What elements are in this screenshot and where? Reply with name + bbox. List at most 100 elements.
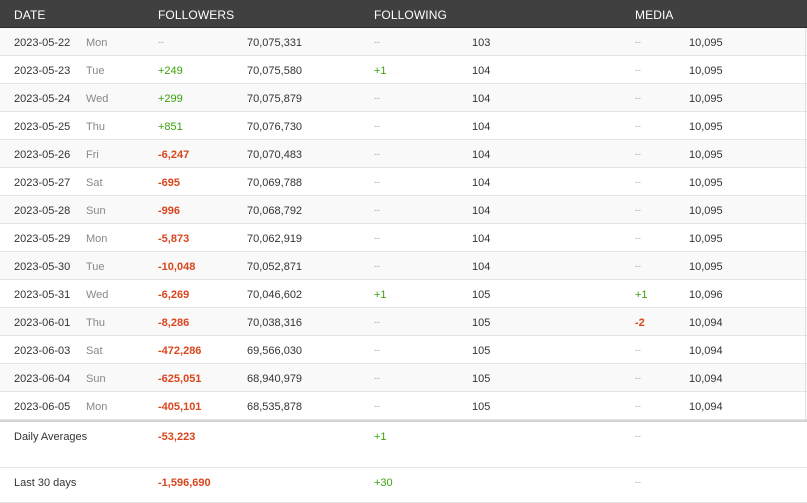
followers-total: 70,075,580 <box>247 65 303 77</box>
row-weekday: Fri <box>86 149 99 161</box>
row-weekday: Sun <box>86 373 106 385</box>
followers-total: 70,069,788 <box>247 177 303 189</box>
summary-label: Daily Averages <box>14 431 88 443</box>
following-total: 105 <box>472 289 491 301</box>
summary-divider <box>0 420 807 422</box>
following-total: 104 <box>472 121 491 133</box>
media-total: 10,095 <box>689 261 723 273</box>
followers-change: +299 <box>158 93 183 105</box>
table-border <box>805 28 806 420</box>
summary-following: +30 <box>374 477 393 489</box>
following-change: -- <box>374 121 380 131</box>
media-change: -- <box>635 149 641 159</box>
followers-change: -472,286 <box>158 345 202 357</box>
row-date: 2023-05-26 <box>14 149 71 161</box>
followers-total: 70,038,316 <box>247 317 303 329</box>
media-total: 10,095 <box>689 65 723 77</box>
following-total: 104 <box>472 205 491 217</box>
table-row: 2023-05-26 Fri -6,247 70,070,483 -- 104 -- 10,0… <box>0 140 807 168</box>
row-weekday: Sun <box>86 205 106 217</box>
following-total: 104 <box>472 65 491 77</box>
row-date: 2023-05-28 <box>14 205 71 217</box>
followers-total: 70,075,879 <box>247 93 303 105</box>
media-change: -- <box>635 261 641 271</box>
media-change: -- <box>635 233 641 243</box>
followers-change: -5,873 <box>158 233 190 245</box>
following-change: -- <box>374 149 380 159</box>
media-total: 10,095 <box>689 149 723 161</box>
followers-change: -8,286 <box>158 317 190 329</box>
followers-total: 70,062,919 <box>247 233 303 245</box>
followers-total: 70,046,602 <box>247 289 303 301</box>
header-media[interactable]: MEDIA <box>635 8 674 22</box>
following-change: -- <box>374 373 380 383</box>
table-row: 2023-06-01 Thu -8,286 70,038,316 -- 105 -2 10,0… <box>0 308 807 336</box>
table-row: 2023-05-22 Mon -- 70,075,331 -- 103 -- 10,095 <box>0 28 807 56</box>
media-total: 10,095 <box>689 121 723 133</box>
following-change: -- <box>374 345 380 355</box>
following-total: 104 <box>472 149 491 161</box>
table-row: 2023-05-29 Mon -5,873 70,062,919 -- 104 -- 10,0… <box>0 224 807 252</box>
summary-media: -- <box>635 431 641 441</box>
following-change: -- <box>374 317 380 327</box>
row-weekday: Mon <box>86 37 108 49</box>
row-date: 2023-06-03 <box>14 345 71 357</box>
row-weekday: Mon <box>86 233 108 245</box>
following-total: 104 <box>472 233 491 245</box>
summary-following: +1 <box>374 431 387 443</box>
following-total: 104 <box>472 177 491 189</box>
followers-change: -10,048 <box>158 261 196 273</box>
summary-followers: -53,223 <box>158 431 196 443</box>
following-total: 105 <box>472 401 491 413</box>
media-change: -- <box>635 205 641 215</box>
row-weekday: Sat <box>86 177 103 189</box>
table-row: 2023-05-27 Sat -695 70,069,788 -- 104 -- 10,095 <box>0 168 807 196</box>
table-row: 2023-05-23 Tue +249 70,075,580 +1 104 -- 10,095 <box>0 56 807 84</box>
media-change: -- <box>635 65 641 75</box>
table-row: 2023-05-24 Wed +299 70,075,879 -- 104 -- 10,095 <box>0 84 807 112</box>
table-row: 2023-05-25 Thu +851 70,076,730 -- 104 -- 10,095 <box>0 112 807 140</box>
media-change: -- <box>635 121 641 131</box>
following-total: 103 <box>472 37 491 49</box>
followers-change: -6,247 <box>158 149 190 161</box>
row-weekday: Mon <box>86 401 108 413</box>
following-total: 104 <box>472 93 491 105</box>
following-change: -- <box>374 401 380 411</box>
following-total: 105 <box>472 317 491 329</box>
following-change: -- <box>374 205 380 215</box>
media-total: 10,095 <box>689 205 723 217</box>
media-change: -- <box>635 373 641 383</box>
row-date: 2023-05-25 <box>14 121 71 133</box>
followers-total: 68,940,979 <box>247 373 303 385</box>
followers-change: -6,269 <box>158 289 190 301</box>
followers-total: 70,070,483 <box>247 149 303 161</box>
header-followers[interactable]: FOLLOWERS <box>158 8 235 22</box>
following-total: 104 <box>472 261 491 273</box>
media-change: +1 <box>635 289 648 301</box>
summary-label: Last 30 days <box>14 477 77 489</box>
row-weekday: Tue <box>86 261 105 273</box>
followers-change: -625,051 <box>158 373 202 385</box>
followers-total: 70,068,792 <box>247 205 303 217</box>
row-date: 2023-05-29 <box>14 233 71 245</box>
summary-row: Last 30 days -1,596,690 +30 -- <box>0 468 807 503</box>
followers-total: 68,535,878 <box>247 401 303 413</box>
header-date[interactable]: DATE <box>14 8 46 22</box>
row-weekday: Tue <box>86 65 105 77</box>
following-total: 105 <box>472 373 491 385</box>
table-header: DATE FOLLOWERS FOLLOWING MEDIA <box>0 0 807 28</box>
media-total: 10,094 <box>689 317 723 329</box>
media-change: -- <box>635 93 641 103</box>
media-change: -- <box>635 401 641 411</box>
media-total: 10,094 <box>689 373 723 385</box>
summary-row: Daily Averages -53,223 +1 -- <box>0 422 807 468</box>
followers-change: +249 <box>158 65 183 77</box>
table-row: 2023-06-04 Sun -625,051 68,940,979 -- 105 -- 10… <box>0 364 807 392</box>
row-date: 2023-06-01 <box>14 317 71 329</box>
following-change: -- <box>374 37 380 47</box>
row-date: 2023-05-24 <box>14 93 71 105</box>
row-date: 2023-06-04 <box>14 373 71 385</box>
media-change: -- <box>635 177 641 187</box>
header-following[interactable]: FOLLOWING <box>374 8 447 22</box>
media-total: 10,094 <box>689 401 723 413</box>
